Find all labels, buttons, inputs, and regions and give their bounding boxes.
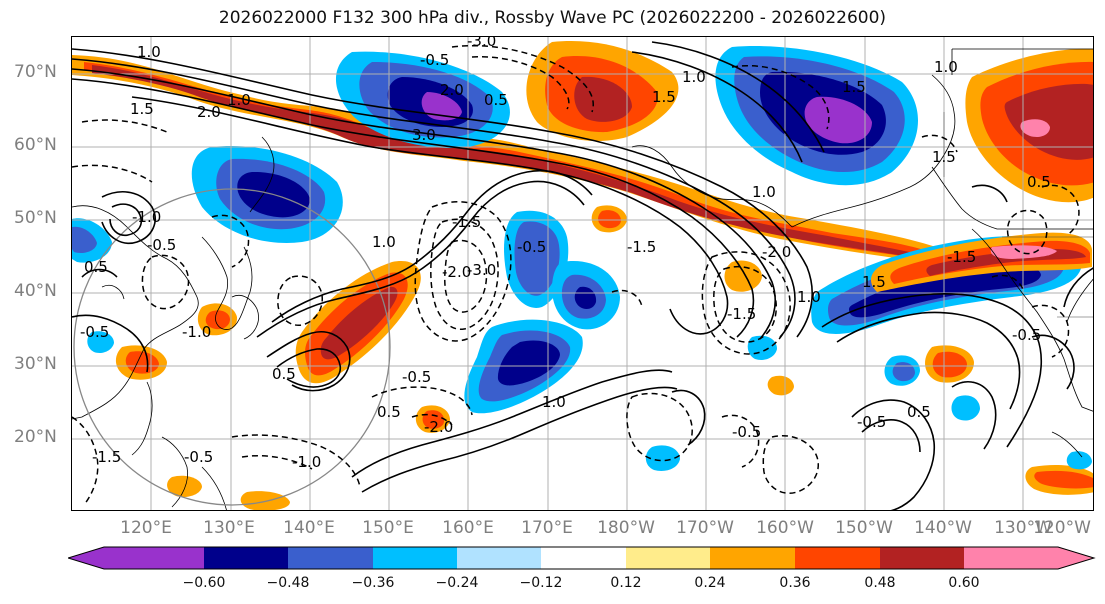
contour-label: 1.0 [372, 233, 396, 251]
colorbar-tick-label: −0.48 [266, 575, 310, 591]
colorbar-tick-label: 0.60 [948, 575, 980, 591]
colorbar-tick-label: 0.24 [694, 575, 726, 591]
contour-label: -0.5 [184, 448, 213, 466]
contour-label: 0.5 [907, 403, 931, 421]
map-plot: 1.0 1.5 2.0 1.0 3.0 2.0 0.5 -3.0 -0.5 1.… [72, 37, 1093, 510]
lon-label: 150°W [835, 518, 893, 538]
contour-label: 3.0 [412, 126, 436, 144]
contour-label: -0.5 [517, 238, 546, 256]
contour-label: -1.5 [947, 248, 976, 266]
colorbar-segment [541, 547, 626, 569]
contour-label: -2.0 [442, 263, 471, 281]
range-circle [73, 188, 391, 506]
contour-label: 0.5 [377, 403, 401, 421]
lat-label: 70°N [14, 62, 57, 82]
colorbar-segment [710, 547, 795, 569]
lon-label: 120°W [1033, 518, 1091, 538]
colorbar-tick-label: −0.36 [351, 575, 395, 591]
contour-label: -1.5 [627, 238, 656, 256]
colorbar-tick-label: 0.12 [610, 575, 642, 591]
contour-label: -0.5 [1012, 326, 1041, 344]
political-boundaries [943, 112, 1093, 318]
contour-label: 1.0 [752, 183, 776, 201]
contour-label: 1.5 [652, 88, 676, 106]
lon-label: 140°W [914, 518, 972, 538]
contour-label: -2.0 [424, 418, 453, 436]
contour-label: 2.0 [440, 81, 464, 99]
contour-label: -1.5 [727, 305, 756, 323]
lat-label: 60°N [14, 135, 57, 155]
lon-label: 160°W [756, 518, 814, 538]
contour-label: 0.5 [84, 258, 108, 276]
divergence-fill-layer [72, 41, 1093, 510]
contour-label: -1.0 [132, 208, 161, 226]
contour-label: -1.0 [182, 323, 211, 341]
colorbar-tick-label: 0.48 [864, 575, 896, 591]
contour-label: 0.5 [1027, 173, 1051, 191]
graticule [72, 37, 1093, 510]
lon-label: 120°E [120, 518, 172, 538]
contour-labels: 1.0 1.5 2.0 1.0 3.0 2.0 0.5 -3.0 -0.5 1.… [80, 37, 1051, 471]
contour-label: -0.5 [420, 51, 449, 69]
contour-label: -1.5 [452, 213, 481, 231]
colorbar-tick-label: −0.12 [519, 575, 563, 591]
positive-contours [72, 41, 1093, 510]
lat-label: 50°N [14, 208, 57, 228]
contour-label: -3.0 [467, 37, 496, 50]
coastlines [72, 48, 1093, 510]
colorbar-segment [457, 547, 541, 569]
lon-label: 150°E [362, 518, 414, 538]
contour-label: -0.5 [732, 423, 761, 441]
colorbar-tick-label: 0.36 [779, 575, 811, 591]
contour-label: 1.0 [227, 91, 251, 109]
contour-label: 1.5 [932, 148, 956, 166]
lon-label: 140°E [283, 518, 335, 538]
contour-label: -3.0 [467, 261, 496, 279]
colorbar-segments [68, 547, 1094, 569]
contour-label: -0.5 [147, 236, 176, 254]
contour-label: 1.0 [797, 288, 821, 306]
colorbar-segment [373, 547, 457, 569]
lon-label: 180°W [597, 518, 655, 538]
lat-label: 40°N [14, 281, 57, 301]
colorbar-segment [880, 547, 964, 569]
map-title: 2026022000 F132 300 hPa div., Rossby Wav… [218, 8, 887, 28]
lon-label: 170°E [521, 518, 573, 538]
lon-label: 160°E [442, 518, 494, 538]
lon-label: 130°E [203, 518, 255, 538]
contour-label: 0.5 [272, 365, 296, 383]
colorbar-segment [68, 547, 204, 569]
colorbar-segment [626, 547, 710, 569]
colorbar [68, 546, 1096, 570]
lat-label: 20°N [14, 427, 57, 447]
contour-label: 1.5 [862, 273, 886, 291]
contour-label: 0.5 [484, 91, 508, 109]
colorbar-segment [288, 547, 373, 569]
lon-label: 130°W [994, 518, 1052, 538]
contour-label: 1.0 [934, 58, 958, 76]
lon-label: 170°W [676, 518, 734, 538]
contour-label: -1.5 [92, 448, 121, 466]
contour-label: 1.0 [542, 393, 566, 411]
contour-label: 1.5 [130, 100, 154, 118]
contour-label: 1.0 [137, 43, 161, 61]
lat-label: 30°N [14, 354, 57, 374]
map-panel: 1.0 1.5 2.0 1.0 3.0 2.0 0.5 -3.0 -0.5 1.… [71, 36, 1094, 511]
contour-label: -0.5 [857, 413, 886, 431]
contour-label: -1.0 [292, 453, 321, 471]
colorbar-segment [795, 547, 880, 569]
colorbar-tick-label: −0.60 [182, 575, 226, 591]
contour-label: -0.5 [402, 368, 431, 386]
contour-label: 2.0 [197, 103, 221, 121]
colorbar-segment [204, 547, 288, 569]
contour-label: -0.5 [80, 323, 109, 341]
contour-label: 1.5 [842, 78, 866, 96]
contour-label: -2.0 [762, 243, 791, 261]
colorbar-segment [964, 547, 1094, 569]
negative-contours [72, 44, 1080, 506]
colorbar-tick-label: −0.24 [435, 575, 479, 591]
contour-label: 1.0 [682, 68, 706, 86]
